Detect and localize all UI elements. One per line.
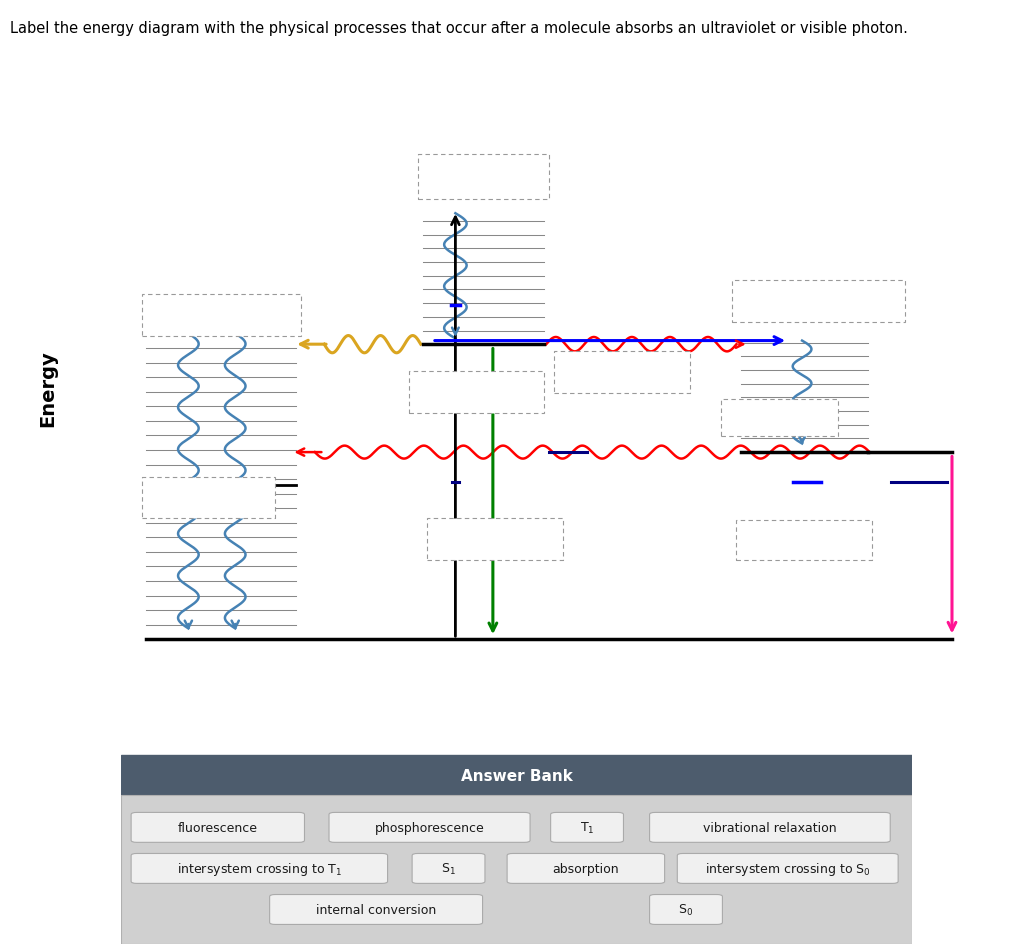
Text: Answer Bank: Answer Bank xyxy=(461,768,572,783)
Text: intersystem crossing to S$_0$: intersystem crossing to S$_0$ xyxy=(705,860,870,877)
Text: S$_0$: S$_0$ xyxy=(679,902,693,917)
FancyBboxPatch shape xyxy=(677,854,898,883)
FancyBboxPatch shape xyxy=(427,519,563,561)
FancyBboxPatch shape xyxy=(329,813,530,843)
Text: vibrational relaxation: vibrational relaxation xyxy=(703,821,837,834)
FancyBboxPatch shape xyxy=(551,813,624,843)
FancyBboxPatch shape xyxy=(141,294,301,336)
FancyBboxPatch shape xyxy=(649,813,890,843)
FancyBboxPatch shape xyxy=(141,477,274,519)
FancyBboxPatch shape xyxy=(409,371,545,413)
Text: fluorescence: fluorescence xyxy=(178,821,258,834)
FancyBboxPatch shape xyxy=(418,155,549,200)
Text: intersystem crossing to T$_1$: intersystem crossing to T$_1$ xyxy=(177,860,342,877)
FancyBboxPatch shape xyxy=(131,854,388,883)
FancyBboxPatch shape xyxy=(412,854,485,883)
Text: absorption: absorption xyxy=(553,862,620,875)
FancyBboxPatch shape xyxy=(507,854,665,883)
Text: internal conversion: internal conversion xyxy=(316,903,436,916)
FancyBboxPatch shape xyxy=(121,756,912,795)
FancyBboxPatch shape xyxy=(649,895,722,924)
FancyBboxPatch shape xyxy=(121,795,912,944)
FancyBboxPatch shape xyxy=(131,813,304,843)
Text: S$_1$: S$_1$ xyxy=(441,861,456,876)
Text: Energy: Energy xyxy=(38,349,57,426)
Text: T$_1$: T$_1$ xyxy=(580,820,594,835)
FancyBboxPatch shape xyxy=(732,281,905,323)
Text: Label the energy diagram with the physical processes that occur after a molecule: Label the energy diagram with the physic… xyxy=(10,21,908,36)
FancyBboxPatch shape xyxy=(736,521,872,561)
FancyBboxPatch shape xyxy=(721,400,838,437)
FancyBboxPatch shape xyxy=(269,895,482,924)
FancyBboxPatch shape xyxy=(554,352,689,394)
Text: phosphorescence: phosphorescence xyxy=(375,821,484,834)
